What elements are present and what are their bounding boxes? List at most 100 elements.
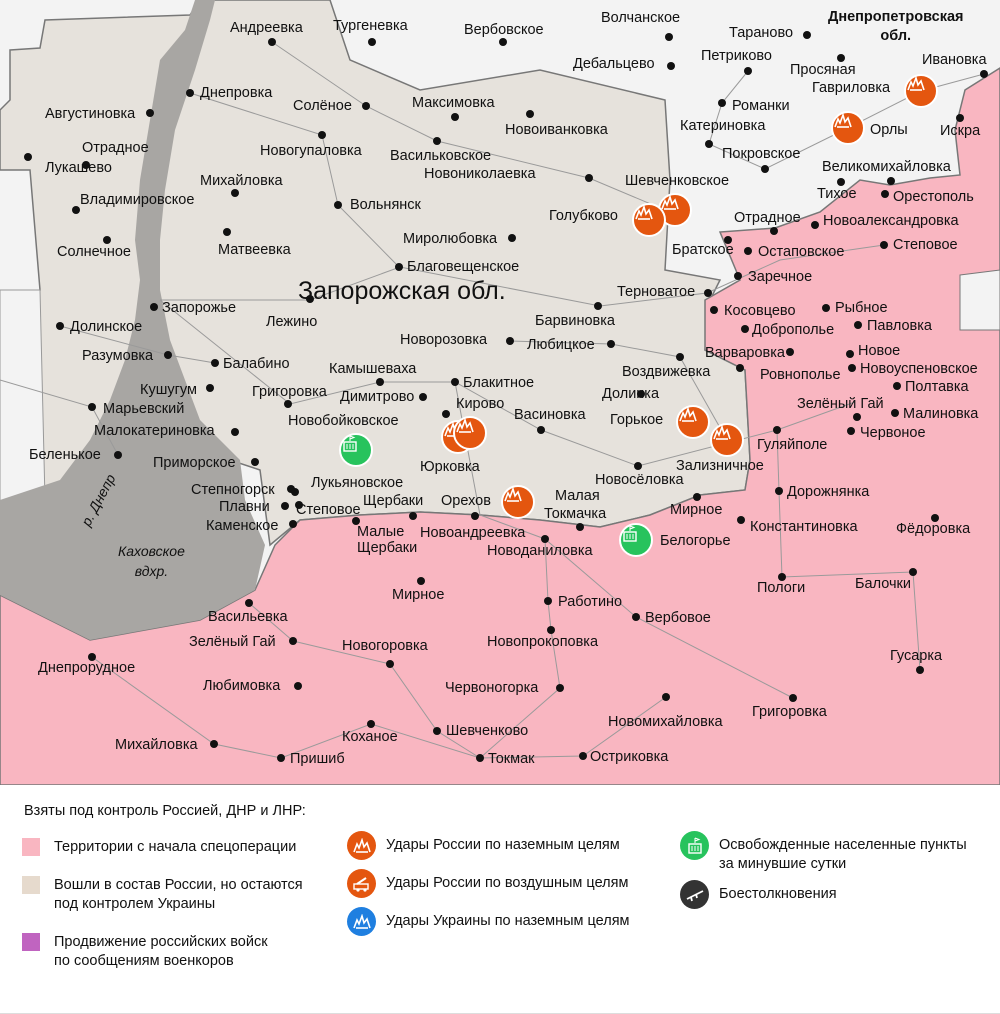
place-dot [451, 113, 459, 121]
place-label: Дебальцево [573, 55, 655, 72]
place-label: Новоиванковка [505, 121, 608, 138]
place-dot [476, 754, 484, 762]
strike-marker-icon[interactable] [676, 405, 710, 439]
place-dot [251, 458, 259, 466]
place-label: Зализничное [676, 457, 764, 474]
icon-glyph [352, 913, 371, 929]
place-dot [72, 206, 80, 214]
place-label: Балочки [855, 575, 911, 592]
place-dot [662, 693, 670, 701]
place-label: Лукашево [45, 159, 112, 176]
strike-marker-icon[interactable] [453, 416, 487, 450]
place-label: Новогоровка [342, 637, 428, 654]
place-dot [741, 325, 749, 333]
place-label: Орестополь [893, 188, 974, 205]
place-dot [451, 378, 459, 386]
place-label: Григоровка [252, 383, 327, 400]
legend-label: Вошли в состав России, но остаются под к… [54, 877, 303, 912]
liberated-marker-icon[interactable] [339, 433, 373, 467]
place-label: Орлы [870, 121, 908, 138]
legend-label: Территории с начала спецоперации [54, 839, 297, 855]
place-label: Марьевский [103, 400, 185, 417]
place-dot [773, 426, 781, 434]
place-label: Константиновка [750, 518, 858, 535]
place-dot [744, 247, 752, 255]
strike-marker-icon[interactable] [831, 111, 865, 145]
place-label: Солёное [293, 97, 352, 114]
legend-item-ru-ground: Удары России по наземным целям [347, 831, 620, 860]
place-label: Горькое [610, 411, 664, 428]
place-label: Тараново [729, 24, 794, 41]
place-dot [291, 488, 299, 496]
place-dot [881, 190, 889, 198]
place-dot [704, 289, 712, 297]
dnieper-river [0, 0, 265, 640]
left-bank [0, 289, 46, 521]
place-dot [367, 720, 375, 728]
place-label: Заречное [748, 268, 813, 285]
place-dot [56, 322, 64, 330]
place-dot [705, 140, 713, 148]
strike-marker-icon[interactable] [904, 74, 938, 108]
liberated-marker-icon[interactable] [619, 523, 653, 557]
place-dot [334, 201, 342, 209]
place-dot [281, 502, 289, 510]
place-label: Вербовское [464, 21, 544, 38]
rifle-icon [680, 880, 709, 909]
place-dot [547, 626, 555, 634]
place-label: Новоуспеновское [860, 360, 978, 377]
place-dot [634, 462, 642, 470]
place-label: Степовое [296, 501, 361, 518]
place-label: Новорозовка [400, 331, 488, 348]
place-dot [506, 337, 514, 345]
place-dot [268, 38, 276, 46]
place-dot [665, 33, 673, 41]
icon-glyph [679, 407, 697, 422]
place-label: Тихое [817, 185, 857, 202]
place-label: Великомихайловка [822, 158, 951, 175]
place-dot [210, 740, 218, 748]
place-dot [284, 400, 292, 408]
place-label: Новомихайловка [608, 713, 723, 730]
strike-marker-icon[interactable] [632, 203, 666, 237]
place-label: Васильевка [208, 608, 288, 625]
building-flag-icon [680, 831, 709, 860]
icon-glyph [687, 837, 702, 854]
purple-swatch [22, 933, 40, 951]
place-dot [103, 236, 111, 244]
place-dot [442, 410, 450, 418]
place-dot [114, 451, 122, 459]
place-dot [893, 382, 901, 390]
strike-marker-icon[interactable] [710, 423, 744, 457]
place-label: Новосёловка [595, 471, 684, 488]
place-dot [607, 340, 615, 348]
place-label: Отрадное [734, 209, 801, 226]
place-dot [822, 304, 830, 312]
place-dot [931, 514, 939, 522]
place-label: Миролюбовка [403, 230, 498, 247]
place-label: Лукьяновское [311, 474, 404, 491]
place-dot [368, 38, 376, 46]
place-dot [789, 694, 797, 702]
place-label: Солнечное [57, 243, 131, 260]
legend-item-clashes: Боестолкновения [680, 880, 837, 909]
explosion-icon [347, 907, 376, 936]
place-label: Петриково [701, 47, 772, 64]
place-label: Васильковское [390, 147, 492, 164]
place-label: Павловка [867, 317, 932, 334]
place-dot [891, 409, 899, 417]
icon-glyph [907, 76, 925, 91]
place-dot [736, 364, 744, 372]
place-label: Барвиновка [535, 312, 615, 329]
neighbor-region-line2: обл. [880, 28, 912, 44]
place-dot [693, 493, 701, 501]
region-label: Запорожская обл. [298, 277, 506, 305]
place-label: Кирово [456, 395, 505, 412]
place-label: Шевченковское [625, 172, 730, 189]
place-dot [837, 178, 845, 186]
place-dot [395, 263, 403, 271]
reservoir-line2: вдхр. [134, 563, 169, 579]
strike-marker-icon[interactable] [501, 485, 535, 519]
place-dot [848, 364, 856, 372]
place-label: Токмачка [544, 505, 607, 522]
